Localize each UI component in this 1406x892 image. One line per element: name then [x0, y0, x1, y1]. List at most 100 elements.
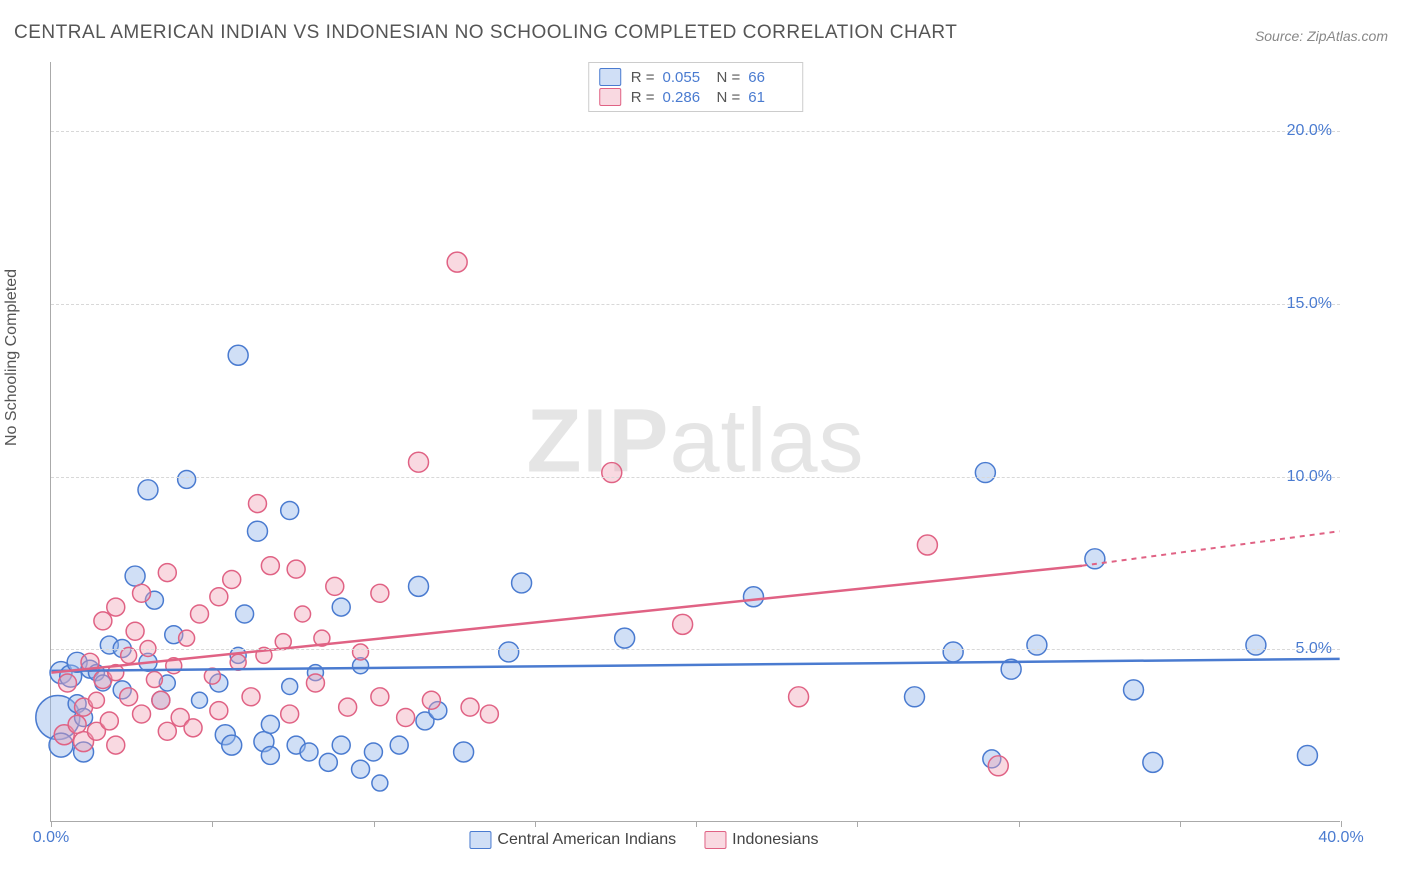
- data-point: [247, 521, 267, 541]
- data-point: [409, 452, 429, 472]
- data-point: [100, 712, 118, 730]
- y-tick-label: 20.0%: [1287, 122, 1332, 140]
- data-point: [68, 715, 86, 733]
- data-point: [372, 775, 388, 791]
- data-point: [447, 252, 467, 272]
- data-point: [352, 760, 370, 778]
- data-point: [146, 672, 162, 688]
- data-point: [461, 698, 479, 716]
- data-point: [58, 674, 76, 692]
- chart-area: ZIPatlas R =0.055N =66R =0.286N =61 Cent…: [50, 62, 1340, 822]
- data-point: [158, 564, 176, 582]
- data-point: [210, 702, 228, 720]
- data-point: [295, 606, 311, 622]
- data-point: [133, 705, 151, 723]
- x-tick: [1019, 821, 1020, 827]
- legend-stats-row: R = 0.055 N = 66: [599, 67, 793, 87]
- stat-r-value: 0.286: [663, 89, 707, 106]
- data-point: [133, 584, 151, 602]
- data-point: [789, 687, 809, 707]
- gridline-h: [51, 477, 1340, 478]
- data-point: [191, 605, 209, 623]
- data-point: [223, 571, 241, 589]
- x-tick: [535, 821, 536, 827]
- x-tick: [696, 821, 697, 827]
- chart-title: CENTRAL AMERICAN INDIAN VS INDONESIAN NO…: [14, 22, 957, 44]
- x-tick: [212, 821, 213, 827]
- data-point: [158, 722, 176, 740]
- stat-r-label: R =: [631, 69, 655, 86]
- data-point: [364, 743, 382, 761]
- data-point: [1297, 745, 1317, 765]
- x-tick: [857, 821, 858, 827]
- data-point: [1027, 635, 1047, 655]
- data-point: [454, 742, 474, 762]
- data-point: [152, 691, 170, 709]
- gridline-h: [51, 131, 1340, 132]
- trend-line-extrapolated: [1082, 531, 1340, 566]
- data-point: [371, 584, 389, 602]
- data-point: [1124, 680, 1144, 700]
- y-tick-label: 10.0%: [1287, 468, 1332, 486]
- data-point: [94, 612, 112, 630]
- x-tick: [374, 821, 375, 827]
- data-point: [261, 746, 279, 764]
- stat-n-label: N =: [717, 69, 741, 86]
- data-point: [409, 576, 429, 596]
- data-point: [332, 598, 350, 616]
- stat-r-value: 0.055: [663, 69, 707, 86]
- data-point: [300, 743, 318, 761]
- data-point: [88, 692, 104, 708]
- x-tick-label: 40.0%: [1318, 829, 1363, 847]
- legend-series: Central American Indians Indonesians: [469, 831, 818, 849]
- data-point: [512, 573, 532, 593]
- data-point: [126, 622, 144, 640]
- data-point: [242, 688, 260, 706]
- legend-series-label: Central American Indians: [497, 831, 676, 849]
- data-point: [107, 598, 125, 616]
- stat-n-value: 61: [748, 89, 792, 106]
- data-point: [339, 698, 357, 716]
- gridline-h: [51, 304, 1340, 305]
- data-point: [222, 735, 242, 755]
- data-point: [371, 688, 389, 706]
- data-point: [287, 560, 305, 578]
- legend-series-item: Central American Indians: [469, 831, 676, 849]
- data-point: [673, 614, 693, 634]
- data-point: [281, 502, 299, 520]
- x-tick: [1341, 821, 1342, 827]
- data-point: [422, 691, 440, 709]
- legend-swatch: [469, 831, 491, 849]
- data-point: [905, 687, 925, 707]
- stat-r-label: R =: [631, 89, 655, 106]
- data-point: [743, 587, 763, 607]
- data-point: [107, 736, 125, 754]
- data-point: [192, 692, 208, 708]
- stat-n-label: N =: [717, 89, 741, 106]
- data-point: [615, 628, 635, 648]
- x-tick-label: 0.0%: [33, 829, 69, 847]
- data-point: [179, 630, 195, 646]
- data-point: [988, 756, 1008, 776]
- data-point: [125, 566, 145, 586]
- data-point: [480, 705, 498, 723]
- x-tick: [51, 821, 52, 827]
- data-point: [602, 463, 622, 483]
- legend-swatch: [599, 68, 621, 86]
- data-point: [499, 642, 519, 662]
- data-point: [261, 557, 279, 575]
- data-point: [390, 736, 408, 754]
- data-point: [138, 480, 158, 500]
- data-point: [1246, 635, 1266, 655]
- legend-stats: R = 0.055 N = 66 R = 0.286 N = 61: [588, 62, 804, 112]
- stat-n-value: 66: [748, 69, 792, 86]
- data-point: [353, 644, 369, 660]
- y-tick-label: 5.0%: [1296, 640, 1332, 658]
- data-point: [943, 642, 963, 662]
- plot-svg: [51, 62, 1340, 821]
- legend-series-label: Indonesians: [732, 831, 818, 849]
- data-point: [236, 605, 254, 623]
- source-attribution: Source: ZipAtlas.com: [1255, 28, 1388, 44]
- data-point: [248, 495, 266, 513]
- y-tick-label: 15.0%: [1287, 295, 1332, 313]
